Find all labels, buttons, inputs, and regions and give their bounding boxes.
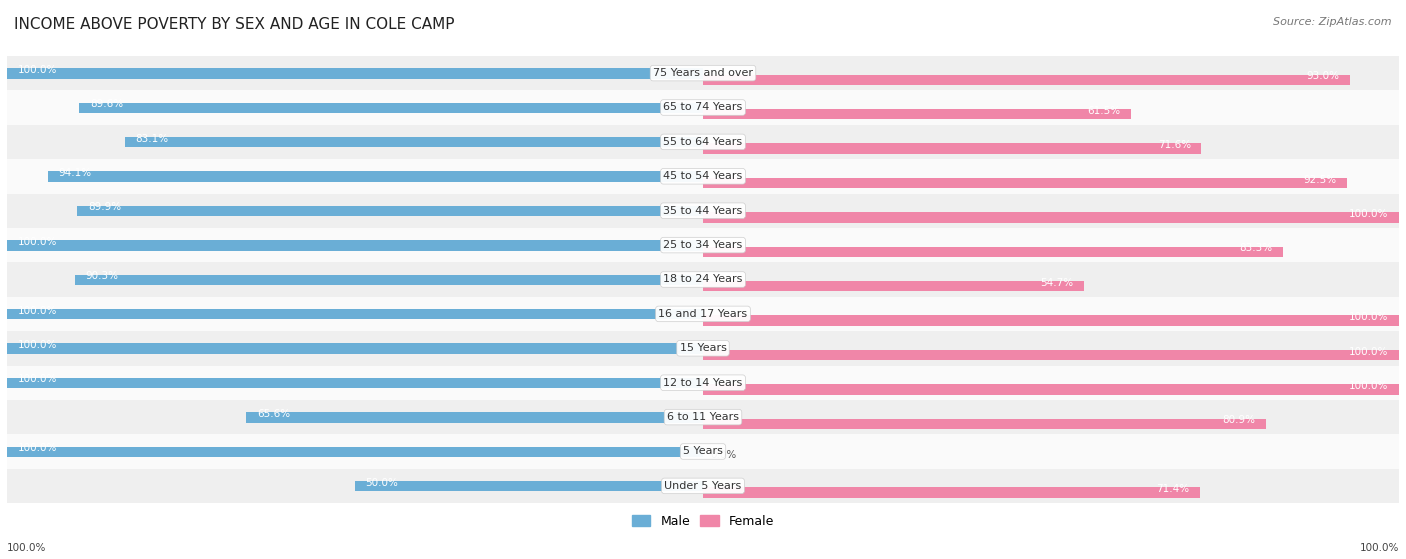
Bar: [703, 144, 1201, 154]
Bar: [75, 274, 703, 285]
Bar: [354, 481, 703, 491]
Text: 100.0%: 100.0%: [1350, 381, 1389, 391]
Bar: [48, 172, 703, 182]
Bar: [7, 378, 703, 388]
Bar: [703, 350, 1399, 360]
Text: Under 5 Years: Under 5 Years: [665, 481, 741, 491]
Text: 100.0%: 100.0%: [7, 543, 46, 553]
Bar: [703, 384, 1399, 395]
Text: 5 Years: 5 Years: [683, 447, 723, 457]
Bar: [7, 297, 1399, 331]
Bar: [246, 412, 703, 423]
Text: 83.1%: 83.1%: [135, 134, 169, 144]
Bar: [703, 315, 1399, 326]
Bar: [703, 178, 1347, 188]
Text: INCOME ABOVE POVERTY BY SEX AND AGE IN COLE CAMP: INCOME ABOVE POVERTY BY SEX AND AGE IN C…: [14, 17, 454, 32]
Text: 80.9%: 80.9%: [1223, 415, 1256, 425]
Bar: [703, 419, 1265, 429]
Text: 65.6%: 65.6%: [257, 409, 290, 419]
Text: 100.0%: 100.0%: [1350, 209, 1389, 219]
Bar: [7, 240, 703, 250]
Bar: [7, 68, 703, 79]
Text: 18 to 24 Years: 18 to 24 Years: [664, 274, 742, 285]
Bar: [7, 91, 1399, 125]
Text: 54.7%: 54.7%: [1040, 278, 1073, 288]
Bar: [7, 159, 1399, 193]
Text: 89.6%: 89.6%: [90, 100, 122, 109]
Text: 100.0%: 100.0%: [17, 375, 56, 385]
Bar: [703, 109, 1130, 120]
Text: 100.0%: 100.0%: [17, 340, 56, 350]
Bar: [703, 247, 1282, 257]
Text: 0.0%: 0.0%: [710, 450, 737, 459]
Text: 94.1%: 94.1%: [59, 168, 91, 178]
Text: 6 to 11 Years: 6 to 11 Years: [666, 412, 740, 422]
Text: 100.0%: 100.0%: [17, 443, 56, 453]
Bar: [7, 125, 1399, 159]
Text: 50.0%: 50.0%: [366, 478, 398, 487]
Text: 75 Years and over: 75 Years and over: [652, 68, 754, 78]
Text: 15 Years: 15 Years: [679, 343, 727, 353]
Text: 45 to 54 Years: 45 to 54 Years: [664, 171, 742, 181]
Bar: [7, 447, 703, 457]
Text: 65 to 74 Years: 65 to 74 Years: [664, 102, 742, 112]
Text: 12 to 14 Years: 12 to 14 Years: [664, 378, 742, 388]
Text: 25 to 34 Years: 25 to 34 Years: [664, 240, 742, 250]
Text: 100.0%: 100.0%: [1360, 543, 1399, 553]
Bar: [703, 212, 1399, 222]
Bar: [703, 281, 1084, 291]
Legend: Male, Female: Male, Female: [627, 510, 779, 533]
Text: Source: ZipAtlas.com: Source: ZipAtlas.com: [1274, 17, 1392, 27]
Bar: [703, 74, 1350, 85]
Text: 35 to 44 Years: 35 to 44 Years: [664, 206, 742, 216]
Bar: [7, 400, 1399, 434]
Text: 61.5%: 61.5%: [1087, 106, 1121, 116]
Text: 100.0%: 100.0%: [17, 306, 56, 316]
Text: 89.9%: 89.9%: [87, 202, 121, 212]
Bar: [7, 193, 1399, 228]
Text: 92.5%: 92.5%: [1303, 174, 1336, 184]
Bar: [79, 102, 703, 113]
Bar: [77, 206, 703, 216]
Bar: [7, 262, 1399, 297]
Text: 100.0%: 100.0%: [17, 65, 56, 75]
Text: 100.0%: 100.0%: [1350, 347, 1389, 357]
Bar: [703, 487, 1199, 498]
Bar: [7, 331, 1399, 366]
Text: 71.4%: 71.4%: [1156, 484, 1189, 494]
Text: 71.6%: 71.6%: [1157, 140, 1191, 150]
Bar: [7, 228, 1399, 262]
Text: 55 to 64 Years: 55 to 64 Years: [664, 137, 742, 147]
Text: 16 and 17 Years: 16 and 17 Years: [658, 309, 748, 319]
Bar: [7, 309, 703, 319]
Bar: [7, 434, 1399, 468]
Text: 100.0%: 100.0%: [17, 237, 56, 247]
Text: 83.3%: 83.3%: [1239, 243, 1272, 253]
Text: 90.3%: 90.3%: [84, 271, 118, 281]
Text: 93.0%: 93.0%: [1306, 72, 1340, 81]
Bar: [7, 366, 1399, 400]
Text: 100.0%: 100.0%: [1350, 312, 1389, 322]
Bar: [7, 56, 1399, 91]
Bar: [7, 343, 703, 354]
Bar: [125, 137, 703, 148]
Bar: [7, 468, 1399, 503]
